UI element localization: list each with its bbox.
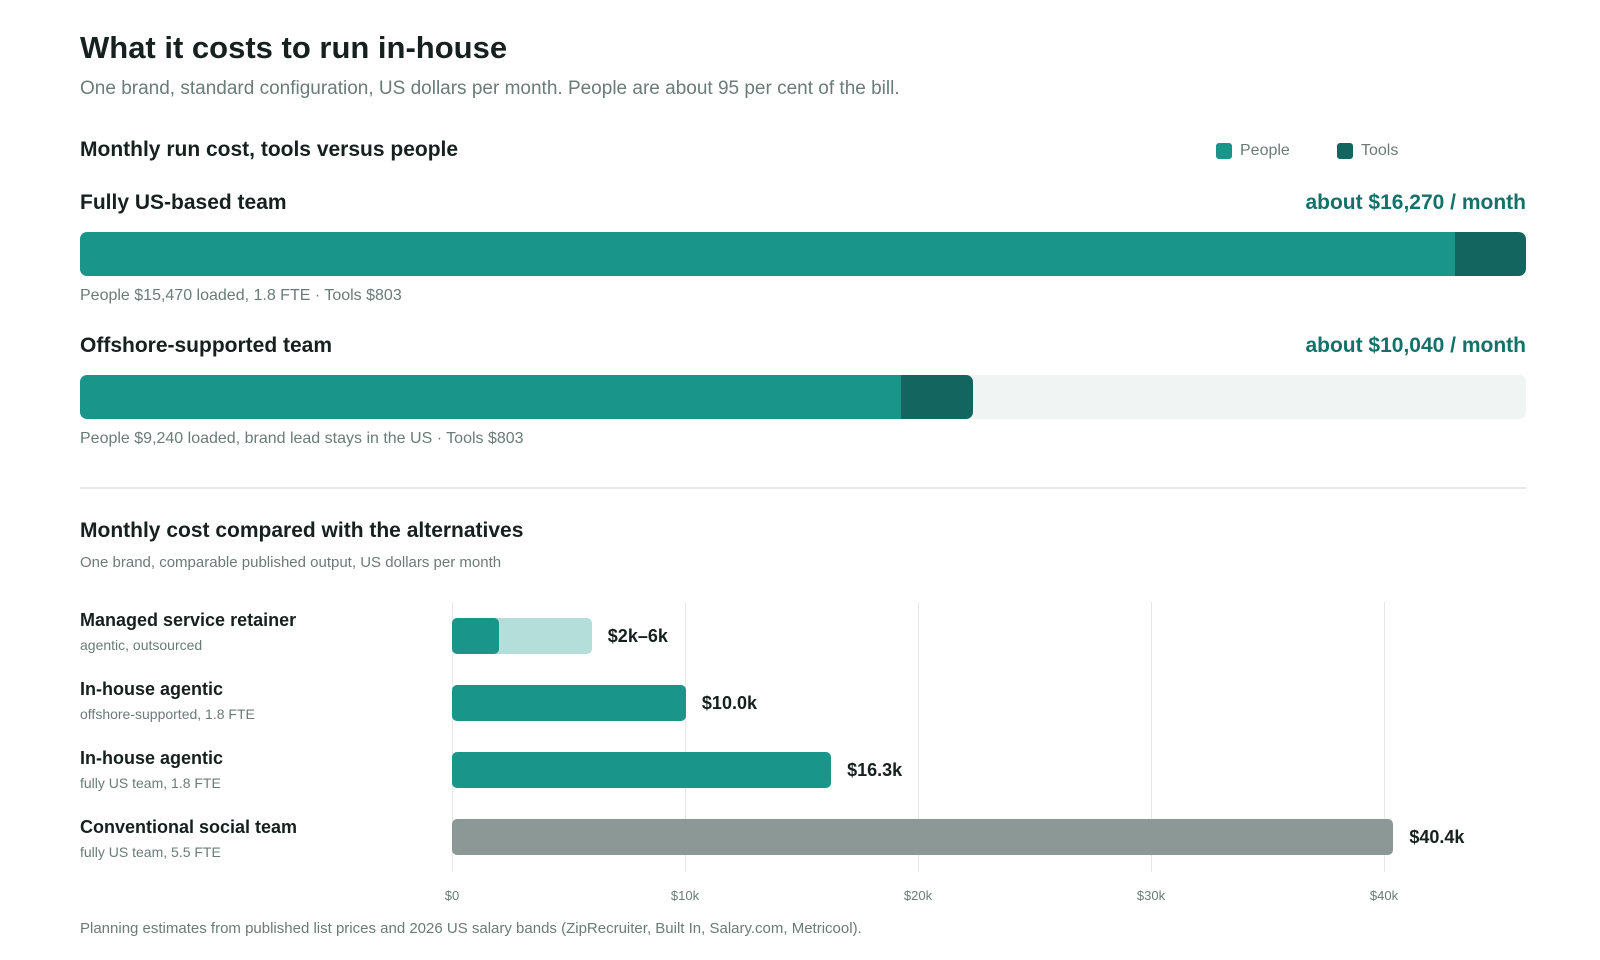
- legend-label-people: People: [1240, 142, 1290, 159]
- x-tick-label: $20k: [903, 888, 933, 903]
- bar-segment-tools: [901, 375, 973, 419]
- bar-segment-people: [80, 232, 1455, 276]
- gridline: [452, 602, 453, 872]
- x-tick-label: $0: [444, 888, 460, 903]
- category-name: Managed service retainer: [80, 610, 297, 630]
- legend-swatch-people: [1216, 143, 1232, 159]
- legend-item-people: People: [1216, 142, 1290, 160]
- stacked-bar-offshore-team: [80, 375, 1526, 419]
- row-total-offshore-team: about $10,040 / month: [1305, 334, 1526, 357]
- gridline: [1151, 602, 1152, 872]
- section-title-alternatives: Monthly cost compared with the alternati…: [80, 519, 524, 542]
- category-name: In-house agentic: [80, 748, 224, 768]
- category-name: In-house agentic: [80, 679, 224, 699]
- category-desc: fully US team, 5.5 FTE: [80, 844, 221, 860]
- footnote: Planning estimates from published list p…: [80, 920, 862, 937]
- bar-value-label: $10.0k: [701, 693, 757, 713]
- page-subtitle: One brand, standard configuration, US do…: [80, 78, 900, 99]
- bar-segment-people: [80, 375, 902, 419]
- x-tick-label: $30k: [1136, 888, 1166, 903]
- gridline: [1384, 602, 1385, 872]
- page: What it costs to run in-house One brand,…: [80, 0, 1526, 960]
- bar-value-label: $16.3k: [847, 760, 903, 780]
- category-name: Conventional social team: [80, 817, 298, 837]
- category-desc: offshore-supported, 1.8 FTE: [80, 706, 255, 722]
- section-subtitle-alternatives: One brand, comparable published output, …: [80, 554, 502, 571]
- legend-item-tools: Tools: [1337, 142, 1398, 160]
- section-title-run-cost: Monthly run cost, tools versus people: [80, 138, 459, 161]
- row-note-us-team: People $15,470 loaded, 1.8 FTE · Tools $…: [80, 287, 402, 304]
- bar: [452, 819, 1394, 855]
- row-total-us-team: about $16,270 / month: [1305, 191, 1526, 214]
- legend-swatch-tools: [1337, 143, 1353, 159]
- x-tick-label: $40k: [1369, 888, 1399, 903]
- gridline: [918, 602, 919, 872]
- bar-value-label: $40.4k: [1409, 827, 1465, 847]
- row-label-us-team: Fully US-based team: [80, 191, 287, 214]
- bar: [452, 752, 832, 788]
- gridline: [685, 602, 686, 872]
- stacked-bar-us-team: [80, 232, 1526, 276]
- row-label-offshore-team: Offshore-supported team: [80, 334, 333, 357]
- page-title: What it costs to run in-house: [80, 30, 508, 65]
- x-tick-label: $10k: [670, 888, 700, 903]
- bar-value-label: $2k–6k: [607, 626, 668, 646]
- category-desc: agentic, outsourced: [80, 637, 203, 653]
- row-note-offshore-team: People $9,240 loaded, brand lead stays i…: [80, 430, 524, 447]
- bar-segment-tools: [1454, 232, 1526, 276]
- section-divider: [80, 487, 1526, 489]
- legend-label-tools: Tools: [1361, 142, 1399, 159]
- bar-range-low: [452, 618, 499, 654]
- category-desc: fully US team, 1.8 FTE: [80, 775, 221, 791]
- bar: [452, 685, 686, 721]
